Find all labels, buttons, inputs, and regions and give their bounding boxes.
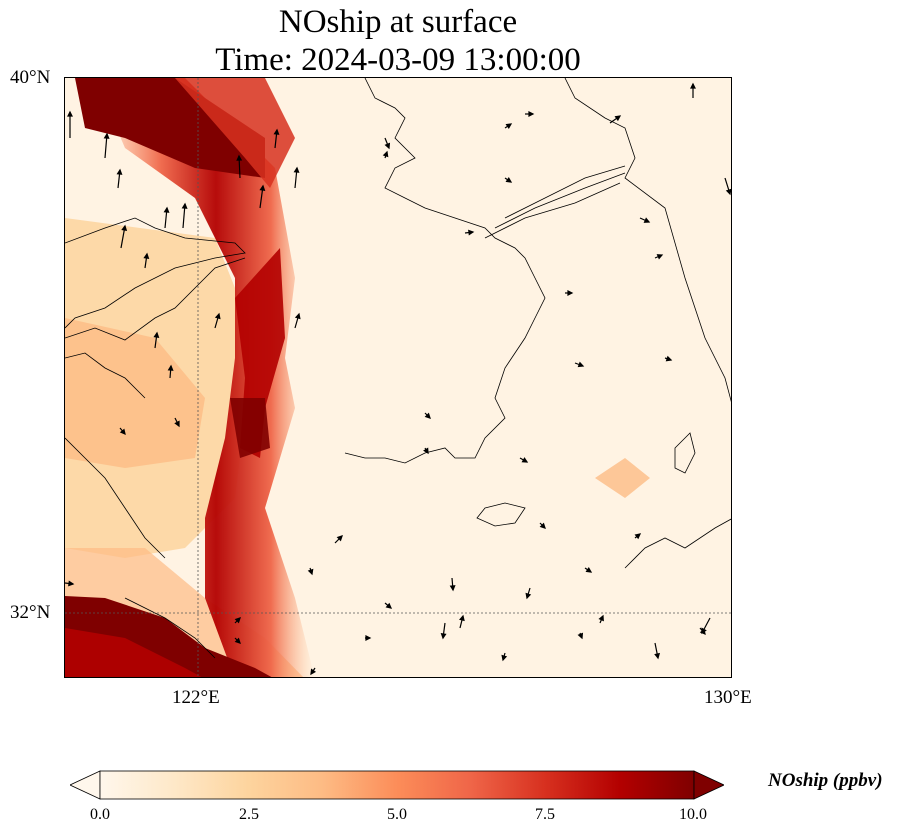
wind-vector-head — [167, 364, 174, 371]
wind-vector-head — [384, 142, 391, 150]
wind-vector-head — [539, 522, 546, 529]
colorbar-svg — [69, 770, 725, 800]
colorbar-tick-10: 10.0 — [679, 806, 707, 823]
wind-vector-head — [598, 614, 604, 622]
hotspot-yangtze-inner — [65, 628, 202, 677]
wind-vector-head — [459, 614, 465, 622]
hotspot-east — [595, 458, 650, 498]
wind-vector-head — [501, 654, 508, 662]
wind-vector-head — [234, 617, 241, 624]
wind-vector-head — [163, 206, 170, 213]
wind-vector-head — [521, 457, 529, 463]
colorbar — [69, 769, 725, 801]
wind-vector-head — [119, 428, 126, 436]
wind-vector-head — [577, 632, 584, 640]
wind-vector-head — [690, 82, 696, 89]
wind-vector-head — [567, 290, 574, 296]
wind-vector-head — [293, 166, 300, 173]
wind-vector-head — [505, 176, 513, 183]
wind-vector-head — [310, 668, 317, 676]
wind-vector-head — [505, 123, 513, 130]
wind-vector-head — [654, 652, 661, 660]
wind-vector-head — [294, 312, 301, 320]
wind-vector-head — [440, 633, 447, 640]
wind-vector-head — [577, 361, 585, 368]
lat-tick-32n: 32°N — [10, 602, 51, 623]
wind-vector-head — [365, 635, 372, 641]
map-subtitle-time: Time: 2024-03-09 13:00:00 — [215, 42, 581, 78]
colorbar-tick-2-5: 2.5 — [239, 806, 259, 823]
wind-vector-head — [528, 111, 535, 117]
wind-vector-head — [423, 447, 429, 455]
wind-vector-head — [336, 535, 343, 542]
wind-vector-head — [67, 110, 73, 117]
wind-vector-head — [656, 254, 664, 260]
colorbar-tick-0: 0.0 — [90, 806, 110, 823]
colorbar-tick-7-5: 7.5 — [535, 806, 555, 823]
wind-vector-head — [214, 312, 221, 320]
wind-vector-head — [116, 168, 123, 175]
colorbar-tick-5: 5.0 — [387, 806, 407, 823]
wind-vector-head — [643, 217, 651, 223]
map-plot-area — [64, 77, 732, 678]
wind-vector-head — [181, 202, 188, 209]
colorbar-gradient — [99, 770, 695, 800]
wind-vector-head — [701, 627, 707, 635]
wind-vector-head — [525, 592, 532, 600]
wind-vector-head — [68, 580, 75, 587]
wind-vector-head — [665, 355, 673, 362]
wind-vector-head — [153, 331, 160, 338]
wind-vector-head — [103, 132, 110, 139]
wind-vector-head — [449, 585, 456, 592]
wind-vector-head — [174, 420, 180, 428]
wind-vector-head — [468, 229, 475, 236]
wind-vector-head — [143, 252, 150, 259]
lat-tick-40n: 40°N — [10, 67, 51, 88]
wind-vector-head — [385, 602, 393, 609]
map-title: NOship at surface — [278, 4, 518, 40]
wind-vector-head — [585, 566, 593, 573]
hotspot-bohai-edge — [175, 78, 295, 188]
wind-vector-head — [234, 637, 241, 644]
coastlines — [65, 78, 731, 659]
colorbar-label: NOship (ppbv) — [768, 770, 883, 791]
wind-vector-head — [307, 568, 314, 576]
shipping-lane-shading-west — [65, 318, 205, 468]
wind-vector-head — [236, 154, 243, 161]
colorbar-extend-min — [69, 770, 101, 800]
wind-vector-head — [382, 150, 389, 158]
wind-vector-head — [273, 128, 280, 135]
wind-vector-head — [259, 184, 266, 191]
wind-vector-head — [725, 188, 731, 196]
colorbar-extend-max — [693, 770, 725, 800]
lon-tick-122e: 122°E — [172, 687, 220, 708]
wind-vectors — [65, 82, 731, 676]
wind-vector-head — [424, 412, 431, 419]
hotspot-core — [230, 398, 270, 458]
gridlines — [65, 78, 731, 677]
wind-vector-head — [634, 533, 642, 540]
wind-vector-head — [614, 115, 622, 122]
wind-vector-head — [121, 224, 128, 232]
shipping-lane-band — [95, 78, 315, 677]
hotspot-bohai — [75, 78, 265, 178]
map-canvas — [65, 78, 731, 677]
lon-tick-130e: 130°E — [704, 687, 752, 708]
